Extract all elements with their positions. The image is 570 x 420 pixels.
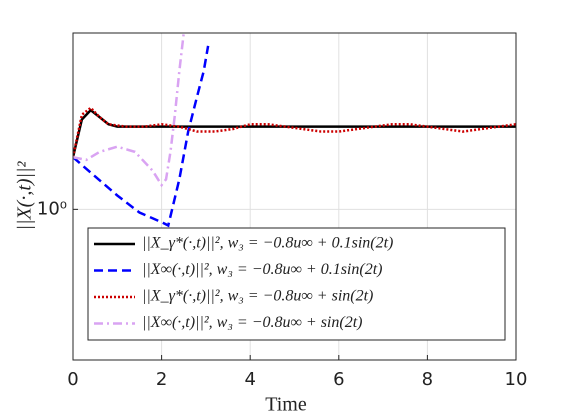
x-tick-label: 6: [333, 369, 344, 390]
y-tick-label: 10⁰: [37, 198, 67, 219]
x-tick-label: 4: [244, 369, 255, 390]
legend-label: ||X∞(·,t)||², w₃ = −0.8u∞ + 0.1sin(2t): [142, 261, 382, 278]
x-tick-label: 8: [422, 369, 433, 390]
legend-label: ||X_γ*(·,t)||², w₃ = −0.8u∞ + sin(2t): [142, 288, 373, 305]
plot-area: [72, 32, 517, 361]
legend-label: ||X∞(·,t)||², w₃ = −0.8u∞ + sin(2t): [142, 314, 362, 331]
line: [73, 45, 210, 228]
line: [73, 33, 185, 188]
x-tick-label: 2: [156, 369, 167, 390]
x-tick-label: 0: [67, 369, 78, 390]
legend: [87, 227, 506, 341]
x-axis-label: Time: [265, 394, 307, 416]
line: [73, 106, 516, 158]
y-axis-label: ||X(·,t)||²: [14, 160, 36, 230]
legend-label: ||X_γ*(·,t)||², w₃ = −0.8u∞ + 0.1sin(2t): [142, 235, 393, 252]
plot-lines: [73, 33, 516, 228]
x-tick-label: 10: [505, 369, 528, 390]
